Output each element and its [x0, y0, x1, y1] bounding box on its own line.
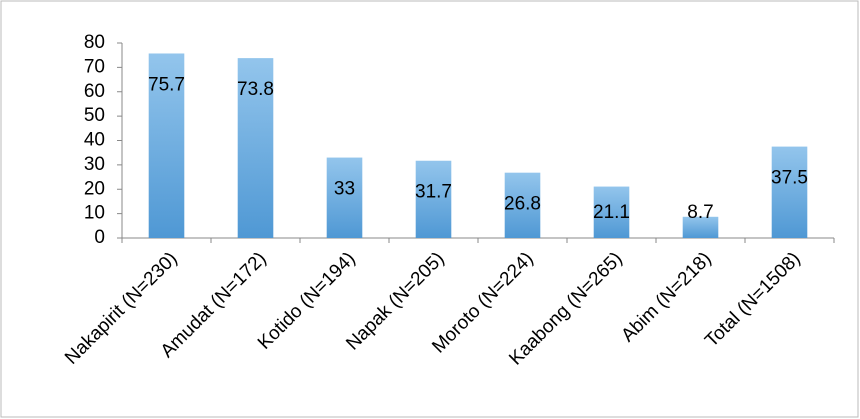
data-label: 26.8 — [504, 194, 541, 215]
y-tick-label: 70 — [84, 56, 105, 77]
y-tick-label: 60 — [84, 81, 105, 102]
y-tick-label: 10 — [84, 203, 105, 224]
data-label: 75.7 — [148, 74, 185, 95]
y-tick-label: 0 — [94, 227, 105, 248]
data-label: 37.5 — [771, 168, 808, 189]
data-label: 8.7 — [687, 202, 713, 223]
y-tick-label: 80 — [84, 32, 105, 53]
bar — [326, 157, 363, 238]
bar — [593, 186, 630, 238]
data-label: 33 — [334, 179, 355, 200]
bar — [504, 172, 541, 238]
bar — [415, 160, 452, 238]
y-tick-label: 50 — [84, 105, 105, 126]
data-label: 31.7 — [415, 182, 452, 203]
bar — [237, 58, 274, 238]
bar — [682, 216, 719, 238]
data-label: 73.8 — [237, 79, 274, 100]
y-tick-label: 20 — [84, 178, 105, 199]
data-label: 21.1 — [593, 202, 630, 223]
y-tick-label: 40 — [84, 130, 105, 151]
y-tick-label: 30 — [84, 154, 105, 175]
bar — [148, 53, 185, 239]
bar — [771, 146, 808, 238]
